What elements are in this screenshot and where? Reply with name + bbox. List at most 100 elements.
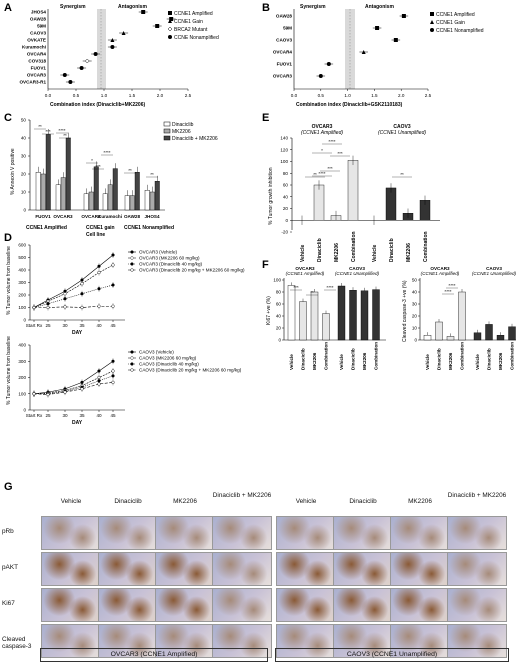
tick-label: 20 — [412, 314, 418, 319]
panel-letter-d: D — [4, 232, 12, 244]
tick-label: 300 — [18, 359, 26, 364]
tick-label: 0 — [285, 218, 288, 223]
legend-marker — [130, 268, 134, 272]
data-point — [63, 297, 67, 301]
category-label: CAOV3 — [276, 38, 292, 43]
significance-label: ** — [310, 290, 314, 295]
tick-label: 35 — [79, 323, 85, 328]
ihc-micrograph — [390, 624, 450, 658]
ihc-image-grid: Vehicle Dinaciclib MK2206 Dinaciclib + MK22… — [0, 490, 520, 662]
legend-item: CCNE1 Gain — [174, 19, 203, 25]
tick-label: 200 — [18, 293, 26, 298]
bar — [93, 166, 99, 211]
ihc-micrograph — [41, 552, 101, 586]
data-point — [111, 263, 115, 267]
series-line — [33, 382, 114, 395]
significance-label: *** — [45, 129, 51, 134]
significance-label: ** — [38, 124, 42, 129]
tick-label: 20 — [21, 172, 27, 177]
x-axis-label: Combination index (Dinaciclib+MK2206) — [50, 102, 145, 108]
data-point — [361, 50, 366, 54]
tick-label: 30 — [21, 154, 27, 159]
data-point — [97, 264, 101, 268]
category-label: Dinaciclib — [487, 348, 492, 370]
group-subtitle: (CCNE1 Amplified) — [301, 130, 343, 136]
data-point — [97, 304, 101, 308]
legend: Dinaciclib MK2206 Dinaciclib + MK2206 — [163, 121, 218, 142]
synergism-label: Synergism — [60, 4, 86, 10]
category-label: Vehicle — [475, 354, 480, 370]
tick-label: 60 — [283, 183, 289, 188]
group-title: CAOV3 — [349, 266, 365, 271]
bar — [347, 160, 359, 221]
legend-item: CCNE1 Gain — [436, 20, 465, 26]
data-point — [111, 304, 115, 308]
category-label: OAW28 — [276, 14, 293, 19]
tick-label: 0 — [23, 208, 26, 213]
ihc-row-label: pRb — [2, 528, 14, 535]
bar — [313, 184, 325, 221]
tick-label: 80 — [276, 290, 282, 295]
data-point — [63, 292, 67, 296]
category-label: Combination — [510, 342, 515, 370]
ihc-column-header: Dinaciclib — [349, 498, 377, 505]
category-label: Dinaciclib — [437, 348, 442, 370]
bar — [337, 285, 346, 341]
significance-label: *** — [337, 151, 343, 156]
data-point — [393, 38, 398, 42]
category-label: MK2206 — [498, 352, 503, 370]
panel-letter-e: E — [262, 112, 269, 124]
panel-letter-f: F — [262, 259, 269, 271]
data-point — [111, 380, 115, 384]
group-subtitle: (CCNE1 Unamplified) — [335, 271, 380, 276]
square-marker-icon — [430, 12, 434, 16]
category-label: Vehicle — [425, 354, 430, 370]
group-title: CAOV3 — [486, 266, 502, 271]
ihc-row-label: Ki67 — [2, 600, 15, 607]
ihc-micrograph — [447, 624, 507, 658]
data-point — [97, 270, 101, 275]
ihc-column-header: Dinaciclib + MK2206 — [212, 492, 272, 499]
legend-swatch — [163, 135, 171, 141]
data-point — [169, 17, 174, 21]
ihc-micrograph — [98, 624, 158, 658]
ihc-micrograph — [390, 552, 450, 586]
tick-label: 40 — [96, 323, 102, 328]
legend-marker — [130, 368, 134, 372]
bar — [65, 137, 71, 211]
tick-label: 2.5 — [425, 93, 432, 98]
tick-label: 0 — [278, 338, 281, 343]
ihc-micrograph — [98, 588, 158, 622]
category-label: OAW28 — [30, 17, 47, 22]
legend-item: CCNE Nonamplified — [174, 35, 219, 41]
ihc-column-header: Vehicle — [295, 498, 317, 505]
bar — [310, 291, 319, 341]
ihc-column-header: Dinaciclib — [114, 498, 142, 505]
bar — [385, 187, 397, 221]
group-title: OVCAR3 — [430, 266, 450, 271]
series-line — [33, 284, 114, 308]
tick-label: 100 — [18, 305, 26, 310]
ihc-micrograph — [155, 552, 215, 586]
significance-label: ** — [128, 168, 132, 173]
tick-label: 0.5 — [73, 93, 80, 98]
data-point — [155, 24, 160, 28]
ihc-micrograph — [41, 516, 101, 550]
bar — [60, 177, 66, 211]
category-label: Kuramochi — [22, 45, 46, 50]
data-point — [110, 45, 115, 49]
tick-label: 40 — [276, 314, 282, 319]
category-label: OVCAR4 — [27, 52, 47, 57]
significance-label: *** — [327, 166, 333, 171]
category-label: Combination — [374, 342, 379, 370]
tick-label: 10 — [412, 326, 418, 331]
legend: CCNE1 Amplified CCNE1 Gain BRCA2 Mutant … — [167, 11, 219, 41]
ihc-micrograph — [212, 552, 272, 586]
bar — [134, 171, 140, 211]
legend-swatch — [163, 121, 171, 127]
legend-marker — [130, 256, 134, 260]
ihc-micrograph — [276, 624, 336, 658]
bar — [372, 289, 380, 341]
ihc-micrograph — [447, 552, 507, 586]
bar — [154, 180, 160, 211]
